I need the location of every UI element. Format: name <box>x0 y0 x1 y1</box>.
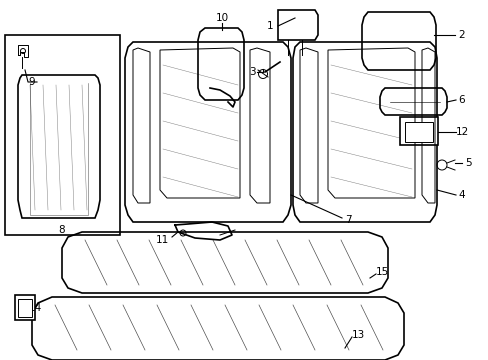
Bar <box>15 295 35 320</box>
Text: 15: 15 <box>375 267 388 277</box>
Text: 8: 8 <box>59 225 65 235</box>
Text: 6: 6 <box>458 95 465 105</box>
Text: 13: 13 <box>351 330 364 340</box>
Text: 10: 10 <box>215 13 228 23</box>
Text: 12: 12 <box>454 127 468 137</box>
Bar <box>5 35 120 235</box>
Text: 14: 14 <box>28 303 41 313</box>
Text: 5: 5 <box>464 158 470 168</box>
Text: 7: 7 <box>344 215 350 225</box>
Text: 2: 2 <box>458 30 465 40</box>
Bar <box>399 117 437 145</box>
Text: 3: 3 <box>248 67 255 77</box>
Text: 4: 4 <box>458 190 465 200</box>
Text: 1: 1 <box>266 21 273 31</box>
Text: 9: 9 <box>29 77 35 87</box>
Bar <box>18 299 32 317</box>
Bar <box>404 122 432 142</box>
Text: 11: 11 <box>155 235 168 245</box>
